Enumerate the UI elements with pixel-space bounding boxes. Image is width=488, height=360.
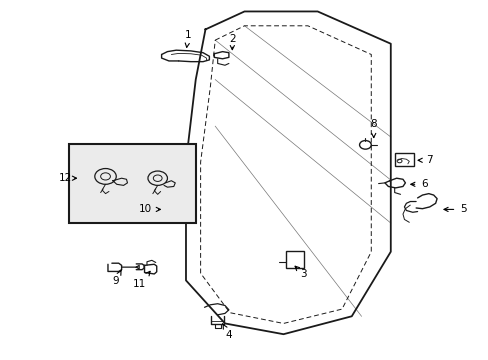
Bar [394,153,413,166]
Text: 5: 5 [443,204,466,215]
Text: 9: 9 [112,270,122,286]
Text: 3: 3 [295,266,305,279]
Bar [69,144,195,223]
Text: 2: 2 [228,35,235,50]
Bar [285,251,304,268]
Text: 10: 10 [138,204,160,215]
Text: 7: 7 [417,155,432,165]
Text: 6: 6 [410,179,427,189]
Text: 12: 12 [58,173,76,183]
Text: 11: 11 [133,271,150,289]
Text: 4: 4 [222,324,232,340]
Text: 8: 8 [369,120,376,138]
Text: 1: 1 [185,30,191,48]
